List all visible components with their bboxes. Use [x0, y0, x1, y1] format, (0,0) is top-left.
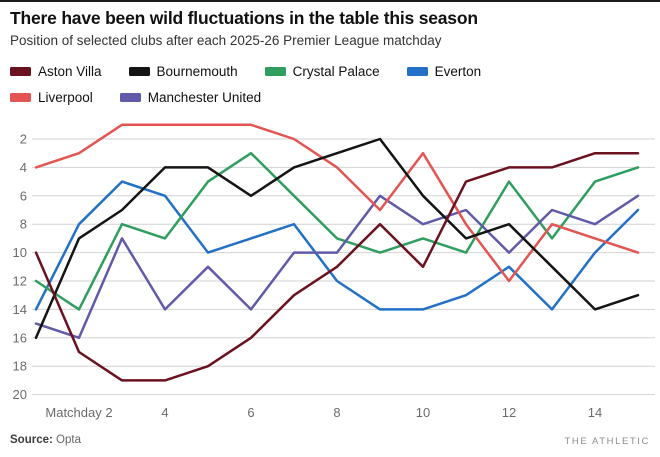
y-tick-label: 4	[20, 160, 27, 175]
series-line-everton	[34, 180, 640, 311]
legend-swatch	[264, 66, 286, 76]
series-line-liverpool	[34, 123, 640, 283]
source-note: Source: Opta	[10, 434, 81, 446]
x-tick-label: 12	[502, 405, 516, 420]
series-line-aston-villa	[34, 151, 640, 382]
legend-item-label: Aston Villa	[38, 63, 102, 79]
legend-swatch	[128, 66, 150, 76]
legend-swatch	[406, 66, 428, 76]
legend-item: Liverpool	[10, 90, 93, 105]
y-tick-label: 8	[20, 217, 27, 232]
x-tick-label: 4	[161, 405, 168, 420]
y-tick-label: 16	[13, 330, 27, 345]
legend-item-label: Manchester United	[147, 89, 262, 105]
legend-item-label: Bournemouth	[156, 63, 238, 79]
chart-subtitle: Position of selected clubs after each 20…	[10, 33, 442, 48]
source-value: Opta	[56, 434, 81, 446]
legend-item: Manchester United	[119, 89, 262, 105]
top-border	[0, 0, 660, 2]
y-tick-label: 10	[13, 245, 27, 260]
chart-title: There have been wild fluctuations in the…	[10, 8, 478, 28]
y-tick-label: 12	[13, 274, 27, 289]
x-tick-label: 14	[588, 405, 602, 420]
legend-item-label: Everton	[434, 63, 482, 79]
legend-item: Bournemouth	[128, 63, 238, 79]
x-tick-label: 8	[333, 405, 340, 420]
y-tick-label: 2	[20, 132, 27, 147]
legend-item-label: Crystal Palace	[292, 63, 380, 79]
brand-mark: THE ATHLETIC	[564, 436, 650, 447]
x-tick-label: 10	[416, 405, 430, 420]
series-line-bournemouth	[34, 137, 640, 340]
legend-row: Liverpool Manchester United	[10, 86, 650, 108]
y-tick-label: 14	[13, 302, 27, 317]
series-line-crystal-palace	[34, 151, 640, 311]
legend-swatch	[119, 92, 141, 102]
x-tick-label: Matchday 2	[45, 405, 112, 420]
series-line-manchester-united	[34, 194, 640, 340]
legend-item: Aston Villa	[10, 64, 102, 79]
legend-item: Crystal Palace	[264, 63, 380, 79]
legend-row: Aston Villa Bournemouth Crystal Palace E…	[10, 60, 650, 82]
y-tick-label: 20	[13, 387, 27, 402]
y-tick-label: 6	[20, 188, 27, 203]
source-label: Source:	[10, 434, 53, 446]
x-tick-label: 6	[247, 405, 254, 420]
legend-item-label: Liverpool	[38, 89, 93, 105]
legend: Aston Villa Bournemouth Crystal Palace E…	[10, 60, 650, 112]
legend-item: Everton	[406, 63, 482, 79]
legend-swatch	[10, 66, 31, 76]
y-tick-label: 18	[13, 359, 27, 374]
legend-swatch	[10, 92, 31, 102]
